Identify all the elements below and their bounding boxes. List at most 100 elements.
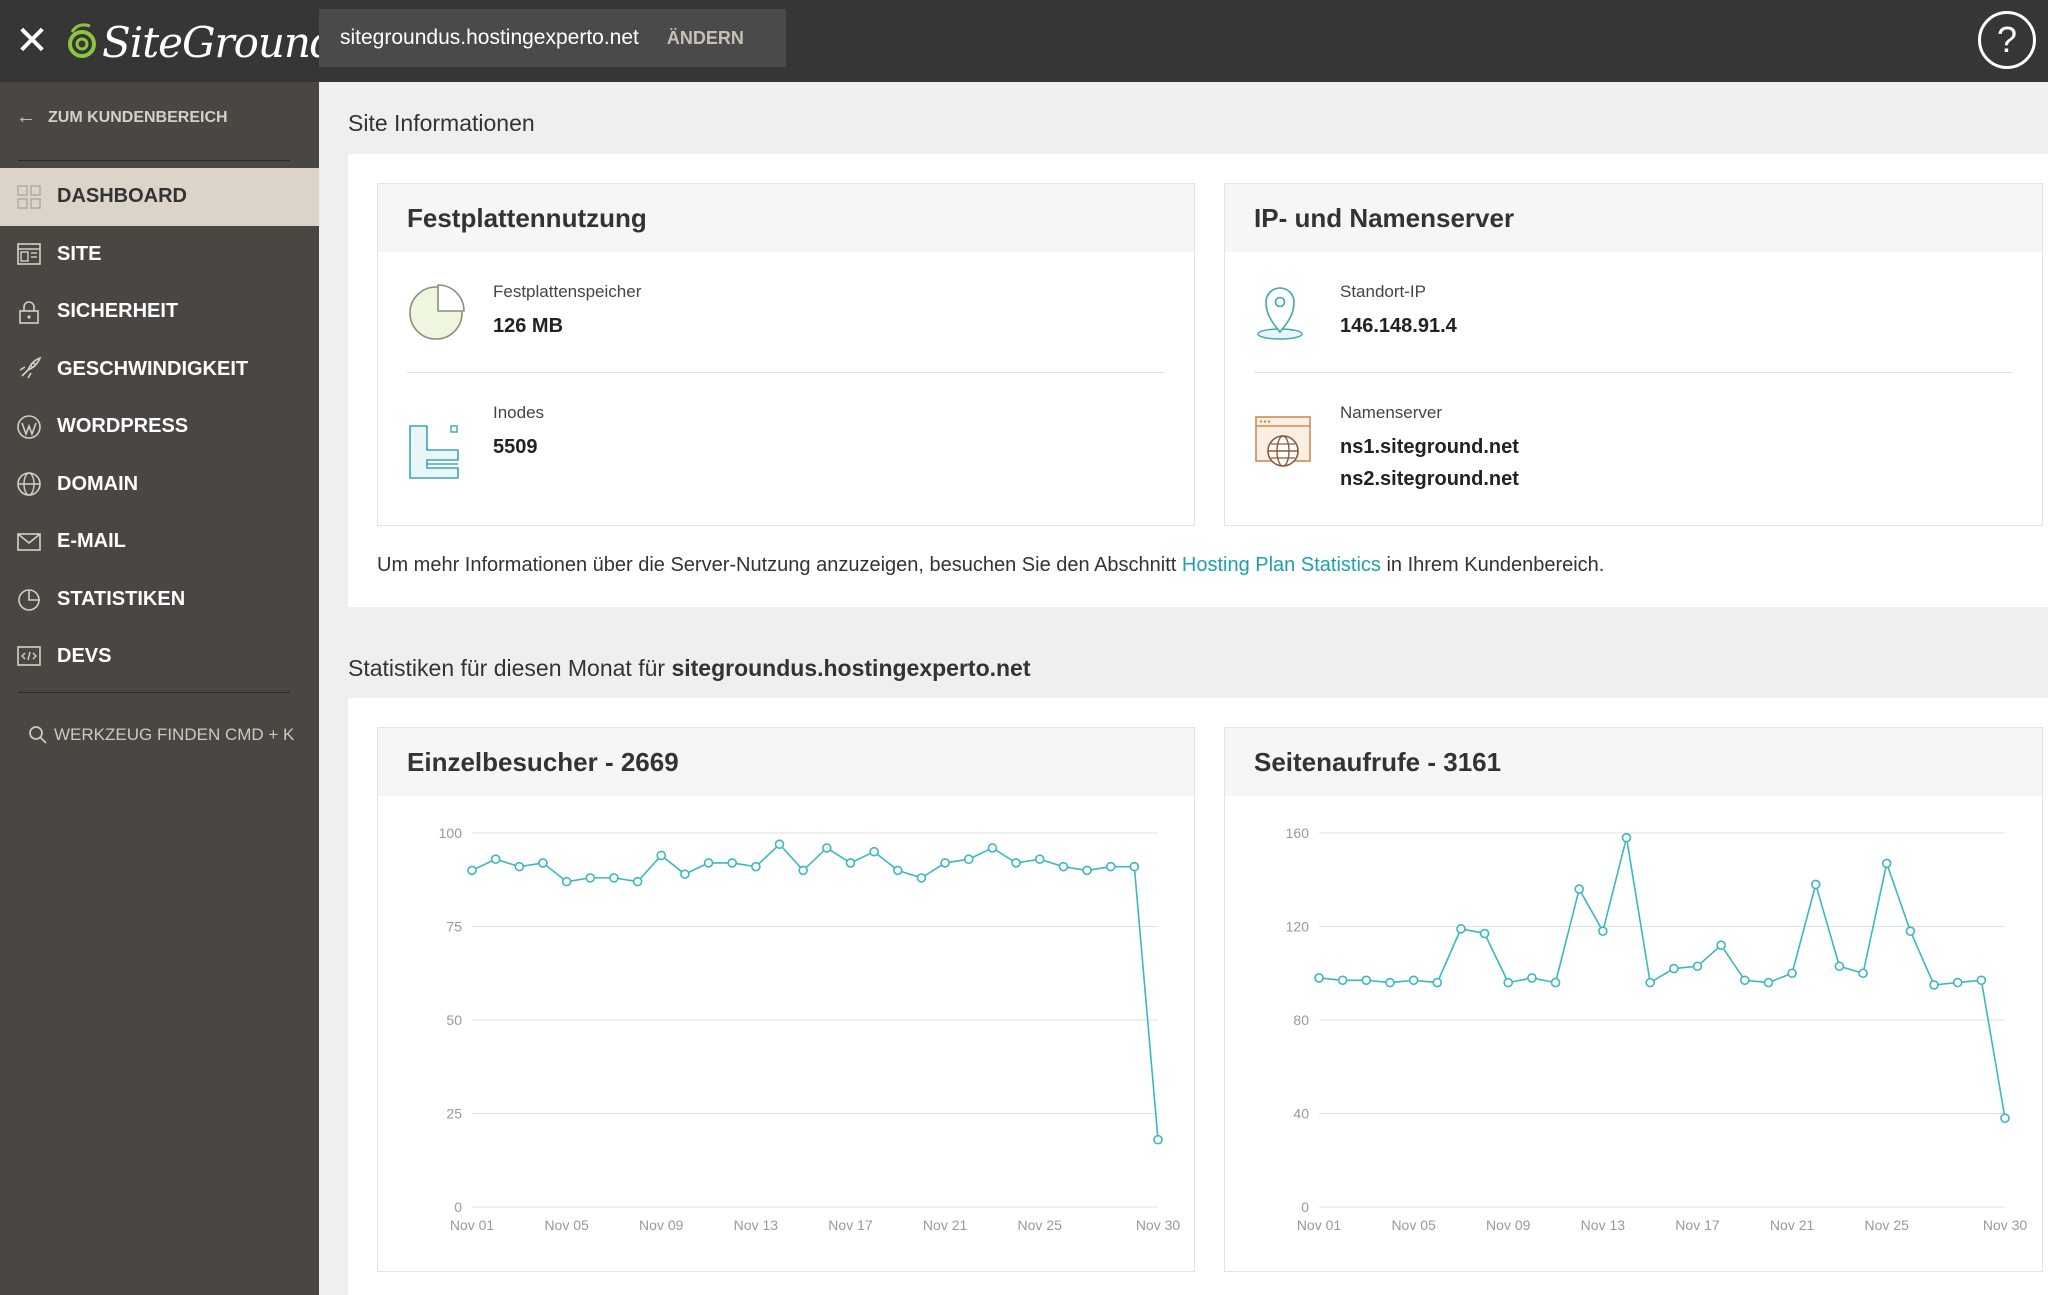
data-point[interactable]	[1621, 832, 1632, 843]
tool-search-button[interactable]: WERKZEUG FINDEN CMD + K	[28, 725, 294, 745]
x-tick-label: Nov 13	[1581, 1217, 1626, 1233]
data-point[interactable]	[1716, 940, 1726, 950]
data-point[interactable]	[1858, 968, 1868, 979]
sidebar-item-email[interactable]: E-MAIL	[0, 513, 319, 571]
data-point[interactable]	[1456, 924, 1466, 934]
data-point[interactable]	[1905, 926, 1916, 936]
data-point[interactable]	[916, 873, 927, 883]
data-point[interactable]	[1787, 968, 1797, 979]
data-point[interactable]	[680, 869, 690, 879]
data-point[interactable]	[1763, 977, 1774, 988]
data-point[interactable]	[609, 873, 619, 883]
data-point[interactable]	[1692, 961, 1703, 972]
data-point[interactable]	[656, 850, 667, 861]
data-point[interactable]	[490, 854, 501, 864]
sidebar-item-dashboard[interactable]: DASHBOARD	[0, 168, 319, 226]
data-point[interactable]	[514, 861, 525, 872]
data-point[interactable]	[1834, 961, 1845, 972]
back-to-client-area-link[interactable]: ← ZUM KUNDENBEREICH	[16, 106, 228, 129]
data-point[interactable]	[1034, 854, 1045, 864]
x-tick-label: Nov 17	[828, 1217, 873, 1233]
data-point[interactable]	[1408, 975, 1419, 986]
data-point[interactable]	[1011, 858, 1021, 868]
data-point[interactable]	[1105, 861, 1116, 872]
sidebar-item-domain[interactable]: DOMAIN	[0, 456, 319, 514]
sidebar-nav: DASHBOARD SITE SICHERHEIT GESCHWINDIGKEI…	[0, 168, 319, 686]
data-point[interactable]	[774, 839, 785, 850]
hosting-plan-statistics-link[interactable]: Hosting Plan Statistics	[1181, 554, 1381, 576]
data-point[interactable]	[2000, 1113, 2010, 1123]
data-point[interactable]	[1598, 926, 1608, 936]
data-point[interactable]	[632, 876, 643, 887]
sidebar-item-statistics[interactable]: STATISTIKEN	[0, 571, 319, 629]
data-point[interactable]	[1976, 975, 1987, 986]
x-tick-label: Nov 01	[450, 1217, 495, 1233]
logo-swirl-icon	[68, 23, 96, 58]
data-point[interactable]	[1082, 865, 1092, 876]
data-point[interactable]	[1129, 861, 1140, 872]
data-point[interactable]	[1153, 1134, 1163, 1145]
data-point[interactable]	[1550, 977, 1561, 988]
data-point[interactable]	[798, 865, 808, 876]
data-point[interactable]	[1929, 980, 1939, 990]
siteground-logo[interactable]: SiteGround	[66, 14, 337, 70]
help-button[interactable]: ?	[1978, 11, 2036, 69]
data-point[interactable]	[561, 876, 572, 887]
data-point[interactable]	[1058, 861, 1069, 872]
data-point[interactable]	[703, 858, 714, 868]
sidebar-item-label: SITE	[57, 242, 102, 265]
sidebar-item-devs[interactable]: DEVS	[0, 628, 319, 686]
sidebar-item-speed[interactable]: GESCHWINDIGKEIT	[0, 341, 319, 399]
sidebar-item-site[interactable]: SITE	[0, 226, 319, 284]
ip-nameserver-title: IP- und Namenserver	[1225, 184, 2042, 252]
data-point[interactable]	[940, 858, 950, 868]
sidebar-item-wordpress[interactable]: WORDPRESS	[0, 398, 319, 456]
page-views-chart: 0 40 80 120 160 Nov 01 Nov 05 Nov 09 Nov 13 Nov 1…	[1286, 825, 2028, 1233]
page-views-card: Seitenaufrufe - 3161 0 40 80 120 160 Nov 01 No…	[1224, 727, 2043, 1272]
x-tick-label: Nov 25	[1018, 1217, 1063, 1233]
sidebar-item-security[interactable]: SICHERHEIT	[0, 283, 319, 341]
data-point[interactable]	[1479, 928, 1490, 939]
site-info-title: Site Informationen	[348, 110, 535, 136]
close-icon[interactable]: ✕	[15, 18, 49, 64]
data-point[interactable]	[1952, 977, 1963, 988]
inodes-icon	[409, 425, 459, 479]
y-tick-label: 50	[446, 1012, 462, 1028]
data-point[interactable]	[1503, 977, 1514, 988]
disk-usage-title: Festplattennutzung	[378, 184, 1194, 252]
data-point[interactable]	[585, 873, 596, 883]
x-tick-label: Nov 09	[639, 1217, 684, 1233]
data-point[interactable]	[1314, 973, 1324, 983]
location-ip-label: Standort-IP	[1340, 282, 1426, 301]
data-point[interactable]	[1810, 879, 1821, 890]
data-point[interactable]	[1669, 963, 1679, 974]
data-point[interactable]	[1337, 975, 1348, 986]
data-point[interactable]	[822, 843, 832, 853]
data-point[interactable]	[1645, 977, 1655, 988]
data-point[interactable]	[1739, 975, 1750, 986]
data-point[interactable]	[987, 843, 998, 853]
sidebar: ← ZUM KUNDENBEREICH DASHBOARD SITE SICHE…	[0, 82, 319, 1295]
sidebar-divider	[18, 160, 290, 161]
data-point[interactable]	[1361, 975, 1372, 986]
change-domain-button[interactable]: ÄNDERN	[666, 27, 744, 48]
data-point[interactable]	[1881, 858, 1892, 869]
data-point[interactable]	[727, 858, 738, 868]
data-point[interactable]	[538, 858, 548, 868]
data-point[interactable]	[1527, 973, 1537, 983]
series-line	[471, 843, 1159, 1140]
data-point[interactable]	[892, 865, 903, 876]
data-point[interactable]	[963, 854, 974, 864]
data-point[interactable]	[467, 865, 477, 876]
data-point[interactable]	[751, 861, 761, 872]
logo-text: SiteGround	[102, 17, 337, 67]
ip-nameserver-card: IP- und Namenserver Standort-IP 146.148.…	[1224, 183, 2043, 526]
data-point[interactable]	[1385, 977, 1395, 988]
data-point[interactable]	[1574, 884, 1585, 894]
nameserver-1-value: ns1.siteground.net	[1340, 436, 1519, 458]
data-point[interactable]	[869, 846, 879, 857]
row-divider	[407, 372, 1165, 373]
data-point[interactable]	[1432, 977, 1443, 988]
sidebar-divider	[18, 692, 290, 693]
data-point[interactable]	[845, 858, 856, 868]
